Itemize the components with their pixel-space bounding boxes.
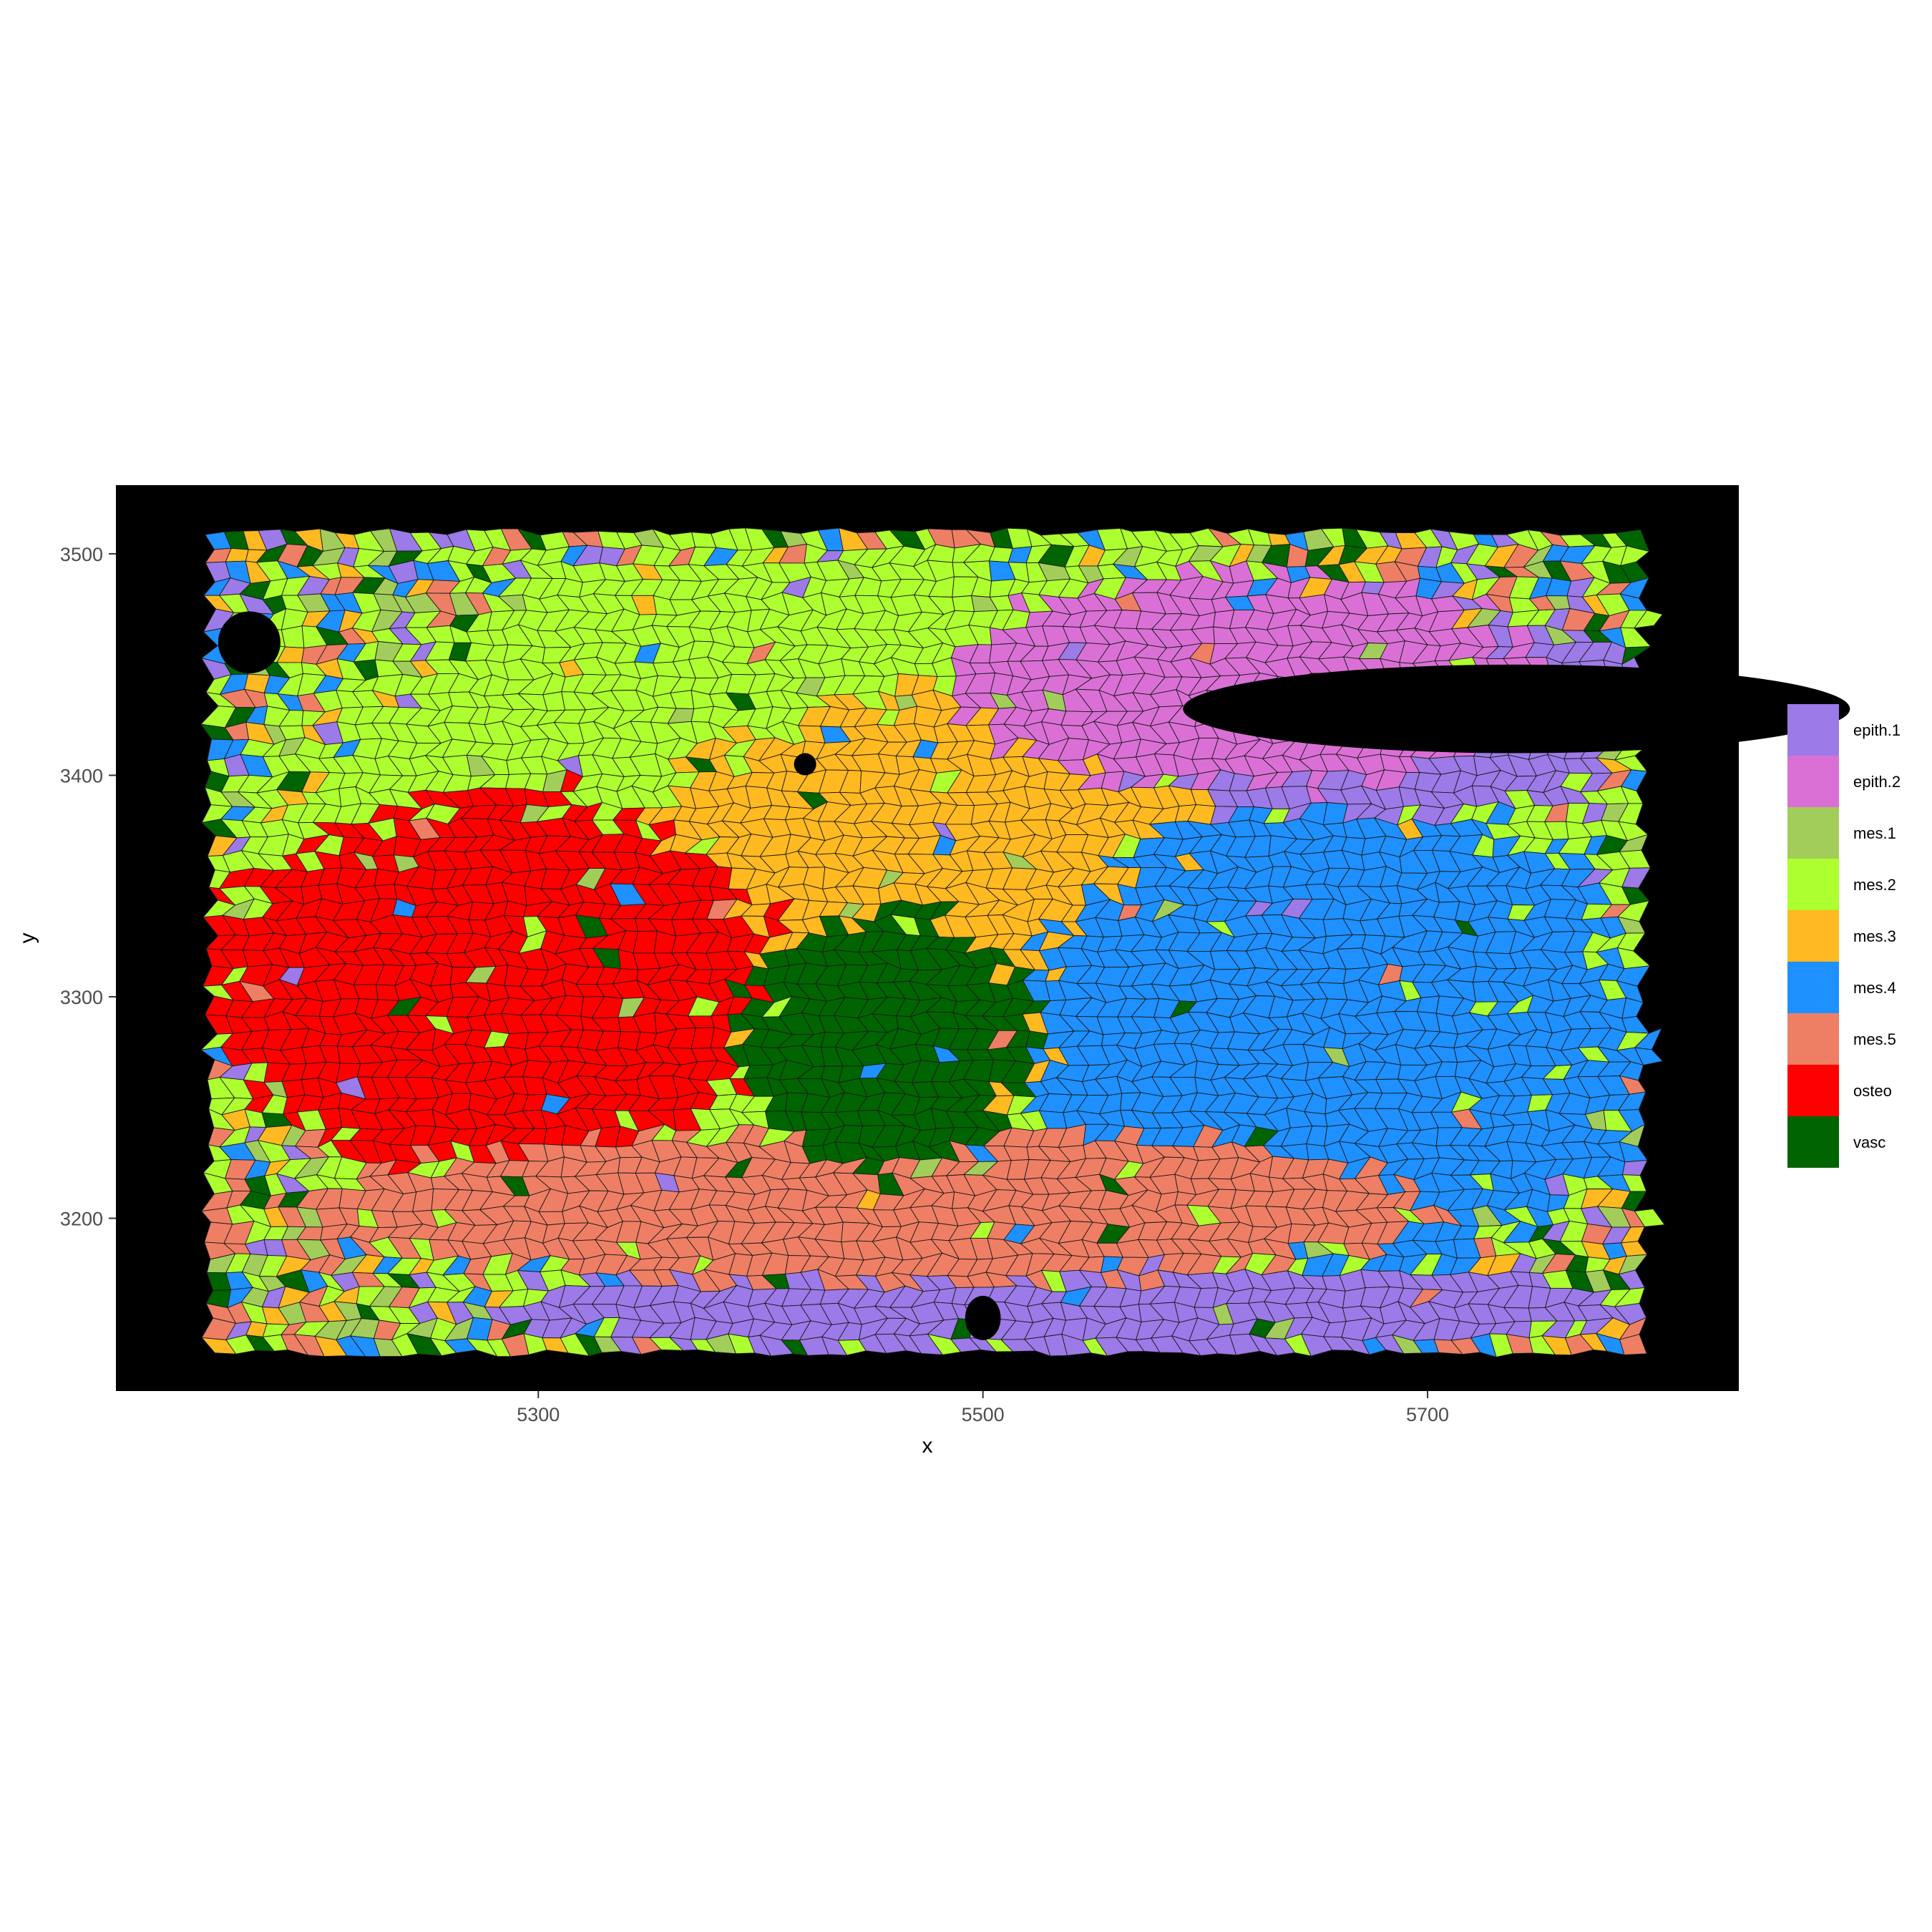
legend-key — [1787, 910, 1839, 962]
cell-polygon — [1416, 995, 1440, 1014]
y-tick-label: 3200 — [60, 1209, 103, 1230]
legend-label: mes.5 — [1853, 1030, 1896, 1048]
tissue-hole — [218, 611, 280, 674]
legend-key — [1787, 1013, 1839, 1065]
y-tick-label: 3400 — [60, 765, 103, 786]
legend-key — [1787, 962, 1839, 1013]
x-tick-label: 5300 — [517, 1404, 560, 1425]
legend-label: mes.3 — [1853, 927, 1896, 945]
tissue-hole — [794, 753, 816, 776]
legend-key — [1787, 807, 1839, 859]
cell-polygon — [280, 625, 305, 648]
tissue-hole — [1183, 664, 1850, 753]
x-tick-label: 5500 — [962, 1404, 1005, 1425]
legend-key — [1787, 756, 1839, 807]
legend-label: epith.1 — [1853, 721, 1901, 739]
x-axis: 5300 5500 5700 — [517, 1391, 1449, 1425]
y-tick-label: 3500 — [60, 544, 103, 565]
legend-label: osteo — [1853, 1082, 1892, 1100]
y-axis-title: y — [16, 933, 39, 944]
legend-key — [1787, 1065, 1839, 1116]
legend-label: vasc — [1853, 1133, 1885, 1151]
y-axis: 3200 3300 3400 3500 — [60, 544, 116, 1230]
cell-polygon — [1633, 610, 1664, 629]
legend-label: mes.2 — [1853, 876, 1896, 894]
legend-key — [1787, 1116, 1839, 1168]
legend-label: epith.2 — [1853, 773, 1901, 791]
legend-key — [1787, 704, 1839, 756]
legend-label: mes.4 — [1853, 979, 1896, 997]
x-tick-label: 5700 — [1406, 1404, 1449, 1425]
legend-label: mes.1 — [1853, 824, 1896, 842]
legend-key — [1787, 859, 1839, 910]
legend: epith.1 epith.2 mes.1 mes.2 mes.3 mes.4 mes.5 o… — [1787, 704, 1901, 1168]
x-axis-title: x — [922, 1434, 933, 1458]
tissue-hole — [965, 1295, 1001, 1340]
cell-polygon — [952, 595, 975, 613]
cell-polygons — [200, 527, 1666, 1358]
cell-polygon — [1634, 1047, 1664, 1066]
y-tick-label: 3300 — [60, 987, 103, 1008]
